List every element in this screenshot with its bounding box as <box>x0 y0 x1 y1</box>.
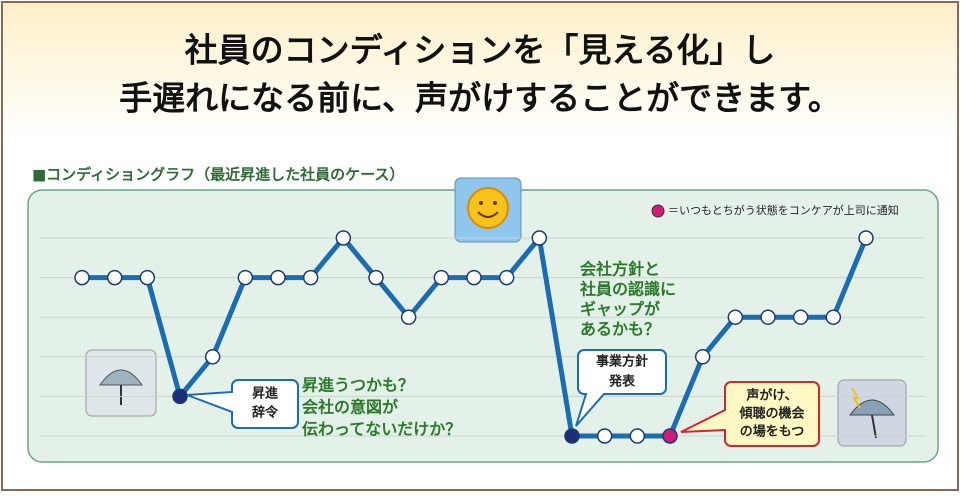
point <box>302 269 319 286</box>
point <box>858 230 874 246</box>
point <box>694 349 711 365</box>
point <box>400 309 417 325</box>
callout-box <box>575 349 667 427</box>
point <box>433 269 450 286</box>
callout-text: 傾聴の機会 <box>738 406 805 422</box>
point <box>792 309 809 325</box>
point <box>466 269 482 286</box>
annotation-text: 伝わってないだけか？ <box>302 420 461 439</box>
rain-icon <box>85 349 157 417</box>
callout-text: 辞令 <box>252 405 279 421</box>
point <box>825 309 842 325</box>
point <box>368 269 384 286</box>
point <box>727 309 744 325</box>
callout-text: 声がけ、 <box>745 388 797 404</box>
point <box>662 428 678 444</box>
title-line: 社員のコンディションを「見える化」し <box>185 31 776 70</box>
point <box>172 388 188 405</box>
annotation-text: 会社方針と <box>580 260 660 279</box>
point <box>564 428 580 444</box>
point <box>74 269 90 286</box>
point <box>139 269 156 286</box>
callout-text: の場をもつ <box>740 424 804 440</box>
callout-box <box>186 379 299 429</box>
annotation-text: あるかも？ <box>580 320 660 339</box>
annotation-text: ギャップが <box>580 300 660 319</box>
point <box>531 230 548 246</box>
point <box>270 269 286 286</box>
sun-icon <box>454 177 522 243</box>
point <box>106 269 123 286</box>
legend-marker <box>651 204 665 218</box>
point <box>596 428 613 444</box>
point <box>237 269 254 286</box>
callout-box <box>680 381 820 447</box>
point <box>760 309 776 325</box>
point <box>335 230 352 246</box>
subtitle: ■コンディショングラフ（最近昇進した社員のケース） <box>32 166 404 184</box>
title-line: 手遅れになる前に、声がけすることができます。 <box>119 79 841 118</box>
legend-text: ＝いつもとちがう状態をコンケアが上司に通知 <box>668 203 899 217</box>
annotation-text: 社員の認識に <box>579 280 676 299</box>
callout-text: 昇進 <box>252 386 278 402</box>
callout-text: 発表 <box>608 374 636 390</box>
annotation-text: 昇進うつかも？ <box>302 376 414 395</box>
callout-text: 事業方針 <box>596 354 648 370</box>
point <box>498 269 515 286</box>
point <box>204 349 221 365</box>
point <box>629 428 646 444</box>
annotation-text: 会社の意図が <box>302 398 398 417</box>
